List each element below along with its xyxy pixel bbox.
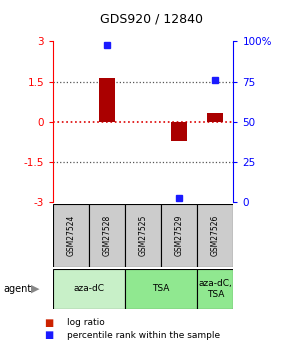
Bar [207,113,223,122]
Text: aza-dC,
TSA: aza-dC, TSA [198,279,232,299]
Bar [171,122,187,141]
Text: GSM27526: GSM27526 [211,215,220,256]
Text: ■: ■ [44,331,53,340]
FancyBboxPatch shape [89,204,125,267]
FancyBboxPatch shape [53,204,89,267]
FancyBboxPatch shape [53,269,125,309]
Text: GDS920 / 12840: GDS920 / 12840 [100,12,203,25]
Text: TSA: TSA [152,284,170,294]
Text: GSM27524: GSM27524 [67,215,75,256]
Text: GSM27529: GSM27529 [175,215,184,256]
Text: GSM27528: GSM27528 [103,215,112,256]
Text: agent: agent [3,284,31,294]
FancyBboxPatch shape [197,204,233,267]
Text: ■: ■ [44,318,53,327]
Text: aza-dC: aza-dC [74,284,105,294]
Bar [99,78,115,122]
FancyBboxPatch shape [125,269,197,309]
FancyBboxPatch shape [161,204,197,267]
Text: ▶: ▶ [31,284,39,294]
Text: GSM27525: GSM27525 [139,215,148,256]
FancyBboxPatch shape [197,269,233,309]
Text: percentile rank within the sample: percentile rank within the sample [67,331,220,340]
FancyBboxPatch shape [125,204,161,267]
Text: log ratio: log ratio [67,318,105,327]
